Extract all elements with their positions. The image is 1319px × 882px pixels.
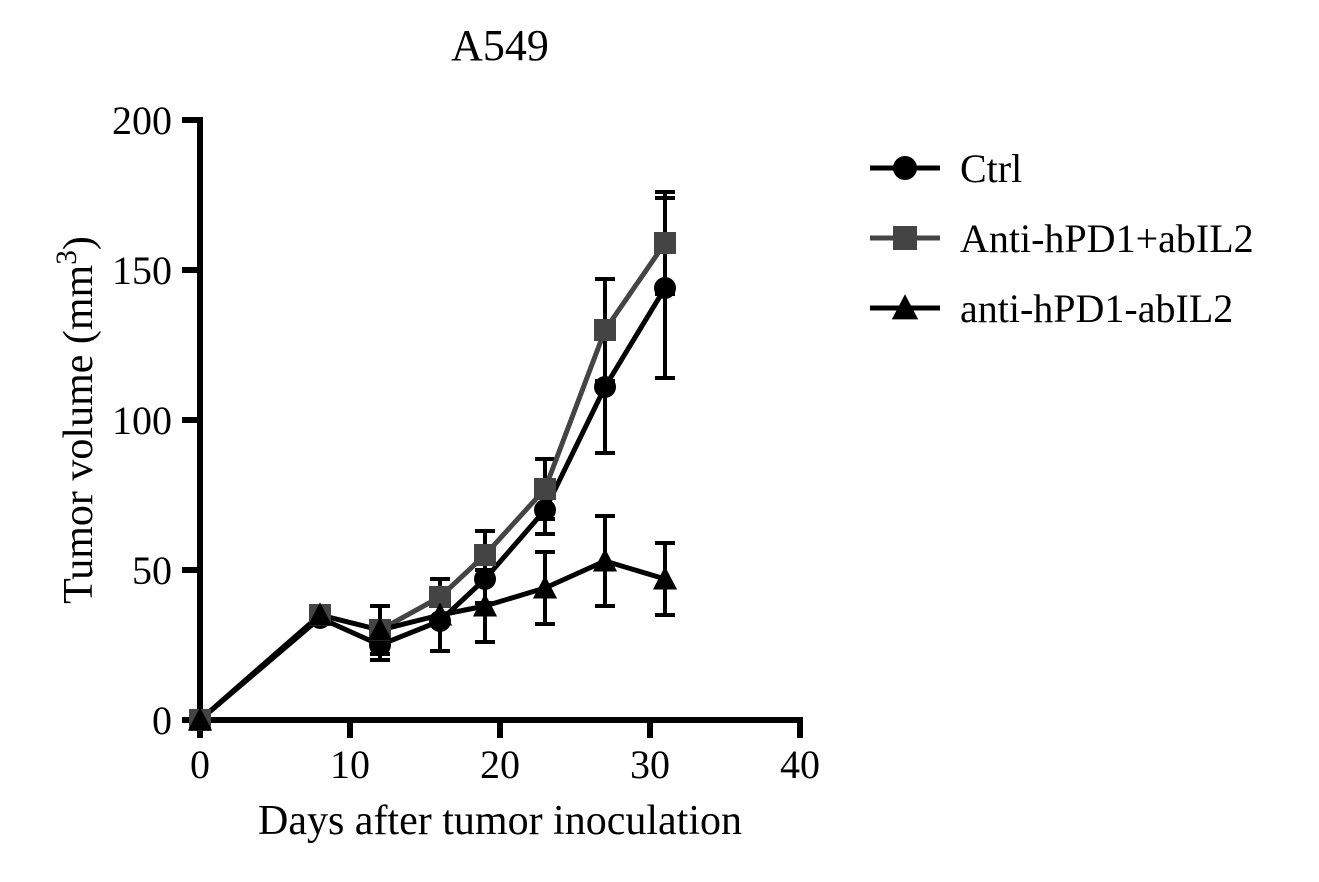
y-tick-label: 0 [152,698,172,743]
marker-square-icon [654,232,676,254]
tumor-volume-chart: A549 0 10 20 30 40 0 50 100 150 200 Days after tumo… [0,0,1319,882]
x-tick-label: 10 [330,742,370,787]
x-tick-label: 40 [780,742,820,787]
marker-square-icon [893,226,917,250]
y-tick-label: 150 [112,248,172,293]
x-tick-label: 30 [630,742,670,787]
legend-label: Ctrl [960,146,1022,191]
marker-circle-icon [474,568,496,590]
legend-label: anti-hPD1-abIL2 [960,286,1233,331]
marker-circle-icon [893,156,917,180]
marker-circle-icon [594,376,616,398]
x-tick-label: 0 [190,742,210,787]
chart-title: A549 [451,21,549,70]
y-tick-label: 100 [112,398,172,443]
legend-label: Anti-hPD1+abIL2 [960,216,1254,261]
marker-square-icon [594,319,616,341]
y-tick-label: 50 [132,548,172,593]
marker-square-icon [474,544,496,566]
y-axis-label: Tumor volume (mm3) [51,236,102,604]
x-tick-label: 20 [480,742,520,787]
marker-circle-icon [654,277,676,299]
marker-square-icon [534,478,556,500]
y-tick-label: 200 [112,98,172,143]
marker-circle-icon [534,499,556,521]
x-axis-label: Days after tumor inoculation [258,798,742,844]
chart-container: A549 0 10 20 30 40 0 50 100 150 200 Days after tumo… [0,0,1319,882]
